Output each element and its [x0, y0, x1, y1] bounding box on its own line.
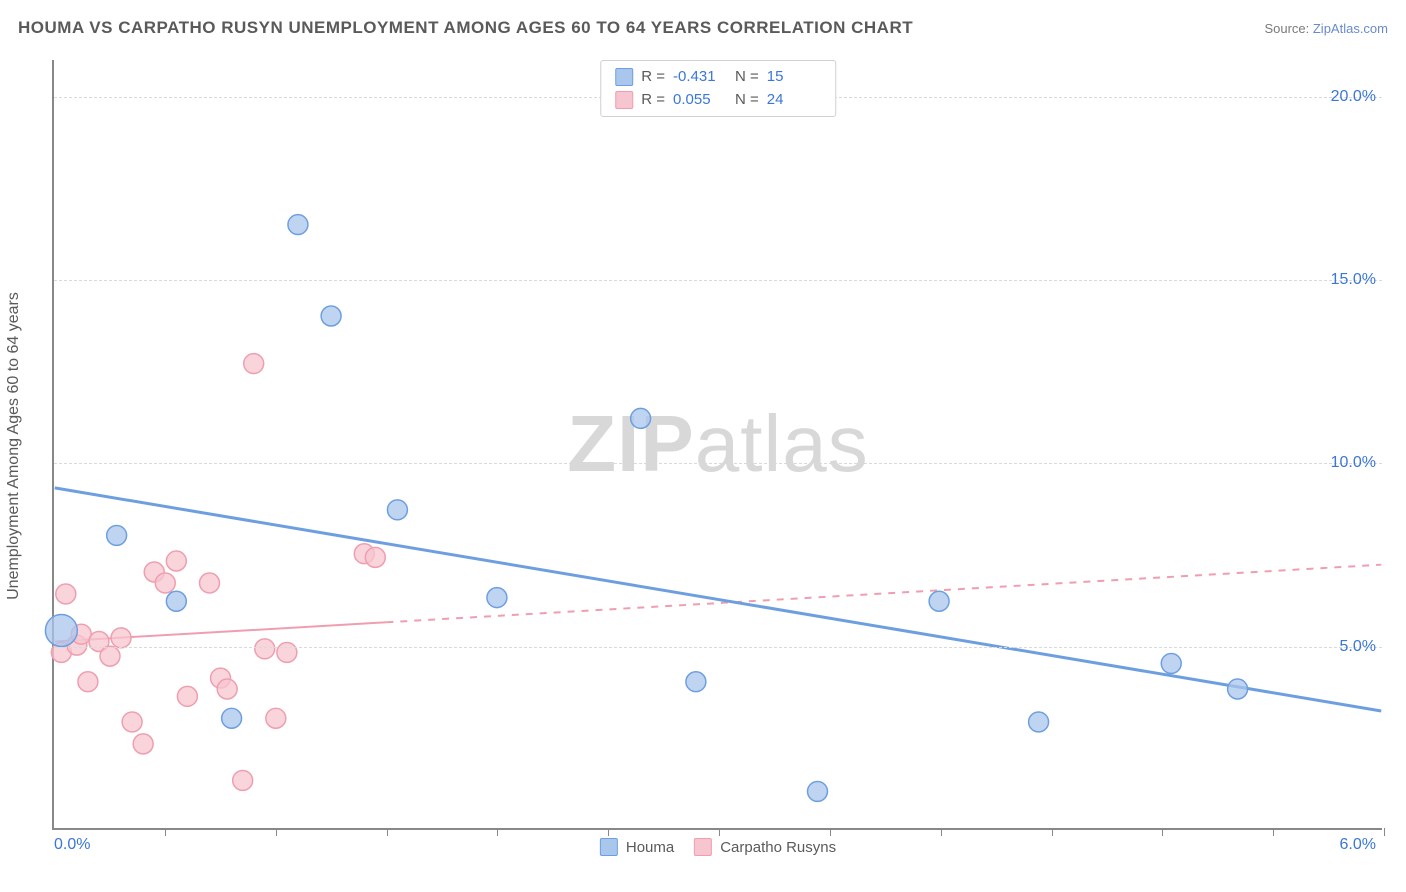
x-axis-max-label: 6.0%	[1340, 836, 1376, 854]
header: HOUMA VS CARPATHO RUSYN UNEMPLOYMENT AMO…	[18, 18, 1388, 38]
r-value-houma: -0.431	[673, 66, 727, 89]
series-legend: Houma Carpatho Rusyns	[600, 838, 836, 856]
legend-swatch-carpatho	[694, 838, 712, 856]
n-value-houma: 15	[767, 66, 821, 89]
n-label: N =	[735, 66, 759, 89]
n-label: N =	[735, 89, 759, 112]
y-tick-label: 15.0%	[1331, 271, 1376, 289]
n-value-carpatho: 24	[767, 89, 821, 112]
y-tick-label: 10.0%	[1331, 454, 1376, 472]
chart-title: HOUMA VS CARPATHO RUSYN UNEMPLOYMENT AMO…	[18, 18, 913, 38]
source-prefix: Source:	[1264, 21, 1312, 36]
legend-item-houma: Houma	[600, 838, 674, 856]
legend-label-carpatho: Carpatho Rusyns	[720, 839, 836, 856]
source-link[interactable]: ZipAtlas.com	[1313, 21, 1388, 36]
legend-swatch-houma	[600, 838, 618, 856]
source-attribution: Source: ZipAtlas.com	[1264, 21, 1388, 36]
r-label: R =	[641, 89, 665, 112]
chart-svg	[54, 60, 1382, 828]
stats-legend: R = -0.431 N = 15 R = 0.055 N = 24	[600, 60, 836, 117]
stats-row-houma: R = -0.431 N = 15	[615, 66, 821, 89]
y-tick-label: 5.0%	[1340, 638, 1376, 656]
swatch-houma	[615, 68, 633, 86]
y-tick-label: 20.0%	[1331, 88, 1376, 106]
r-label: R =	[641, 66, 665, 89]
x-axis-min-label: 0.0%	[54, 836, 90, 854]
r-value-carpatho: 0.055	[673, 89, 727, 112]
legend-label-houma: Houma	[626, 839, 674, 856]
y-axis-title: Unemployment Among Ages 60 to 64 years	[5, 292, 23, 600]
plot-area: ZIPatlas R = -0.431 N = 15 R = 0.055 N =…	[52, 60, 1382, 830]
swatch-carpatho	[615, 91, 633, 109]
legend-item-carpatho: Carpatho Rusyns	[694, 838, 836, 856]
stats-row-carpatho: R = 0.055 N = 24	[615, 89, 821, 112]
plot-box: ZIPatlas R = -0.431 N = 15 R = 0.055 N =…	[52, 60, 1382, 830]
